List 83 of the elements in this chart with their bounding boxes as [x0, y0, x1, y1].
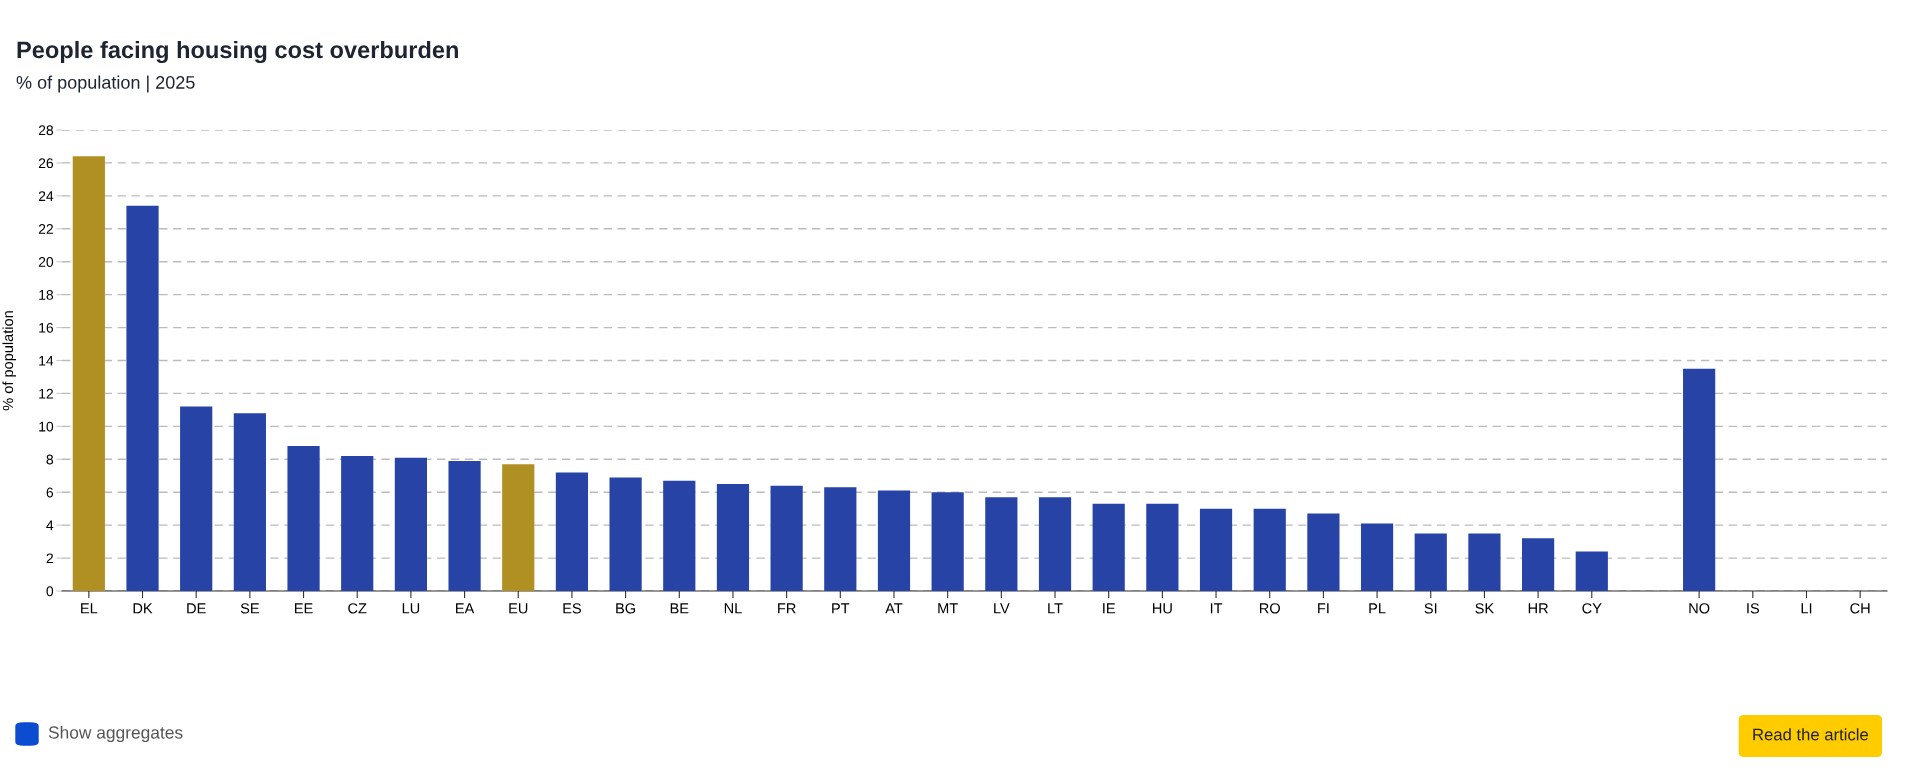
y-tick-label: 6	[46, 487, 54, 498]
x-tick-label: LI	[1801, 603, 1812, 614]
x-tick-label: CH	[1850, 603, 1870, 614]
x-tick-label: RO	[1259, 603, 1280, 614]
bar	[716, 483, 750, 591]
bar	[1683, 368, 1716, 591]
x-tick-label: DK	[133, 603, 153, 614]
bar	[1575, 551, 1608, 591]
bar	[126, 205, 159, 591]
bar	[72, 156, 105, 591]
bar	[448, 460, 481, 591]
bar	[931, 492, 964, 591]
x-tick-label: SK	[1475, 603, 1494, 614]
y-axis-title: % of population	[2, 311, 16, 411]
x-tick-label: IE	[1103, 603, 1115, 614]
x-tick-label: HU	[1153, 603, 1172, 614]
bar	[1360, 523, 1394, 591]
y-tick-label: 28	[38, 125, 54, 136]
bar	[394, 457, 427, 591]
x-tick-label: LV	[994, 603, 1010, 614]
bar	[1414, 533, 1447, 591]
y-tick-label: 20	[38, 257, 54, 267]
bar	[985, 497, 1018, 591]
x-tick-label: EU	[509, 603, 528, 614]
x-tick-label: LT	[1048, 603, 1063, 614]
x-tick-label: PL	[1369, 603, 1386, 614]
x-tick-label: FI	[1318, 603, 1329, 614]
bar	[1522, 538, 1555, 591]
bar	[824, 487, 857, 591]
x-tick-label: NO	[1689, 603, 1710, 614]
y-tick-label: 26	[38, 158, 54, 169]
bar	[233, 413, 266, 591]
bar	[1146, 503, 1179, 591]
x-tick-label: MT	[938, 603, 958, 614]
x-tick-label: FR	[778, 603, 796, 614]
y-tick-label: 24	[38, 191, 54, 201]
x-tick-label: DE	[187, 603, 206, 614]
y-tick-label: 2	[46, 553, 53, 564]
y-tick-label: 22	[38, 224, 53, 234]
y-tick-label: 16	[39, 322, 54, 333]
x-tick-label: AT	[885, 603, 903, 614]
bar	[1038, 497, 1072, 591]
chart-title: People facing housing cost overburden	[17, 40, 458, 64]
bar	[1092, 503, 1125, 591]
x-tick-label: EA	[456, 603, 475, 614]
x-tick-label: BE	[670, 603, 689, 614]
bar	[877, 490, 911, 591]
bar	[287, 446, 320, 591]
x-tick-label: SE	[240, 603, 259, 614]
text: Read the article	[1753, 728, 1868, 741]
bar	[663, 480, 696, 591]
x-tick-label: NL	[724, 603, 742, 614]
x-tick-label: EL	[81, 603, 98, 614]
x-tick-label: IS	[1747, 603, 1760, 614]
y-tick-label: 4	[46, 520, 54, 531]
x-tick-label: ES	[563, 603, 581, 614]
y-tick-label: 18	[39, 289, 54, 300]
bar	[502, 464, 535, 591]
chart-subtitle: % of population | 2025	[16, 75, 195, 93]
bar	[1199, 508, 1233, 591]
x-tick-label: PT	[832, 603, 850, 614]
x-tick-label: HR	[1528, 603, 1548, 614]
x-tick-label: SI	[1424, 603, 1437, 614]
x-tick-label: IT	[1210, 603, 1223, 614]
x-tick-label: BG	[616, 603, 636, 614]
bar	[1468, 533, 1501, 591]
bar	[1253, 508, 1286, 591]
x-tick-label: LU	[402, 603, 420, 614]
y-tick-label: 14	[39, 355, 54, 366]
bar	[1307, 513, 1340, 591]
x-tick-label: CZ	[348, 603, 367, 614]
bar	[555, 472, 589, 591]
y-tick-label: 12	[39, 388, 53, 399]
y-tick-label: 0	[46, 586, 54, 597]
bar	[341, 455, 374, 591]
bar	[180, 406, 213, 591]
x-tick-label: EE	[295, 603, 313, 614]
y-tick-label: 8	[46, 454, 54, 465]
y-tick-label: 10	[39, 421, 54, 432]
bar	[609, 477, 642, 591]
text: Show aggregates	[48, 725, 183, 743]
x-tick-label: CY	[1582, 603, 1602, 614]
bar	[770, 485, 803, 591]
